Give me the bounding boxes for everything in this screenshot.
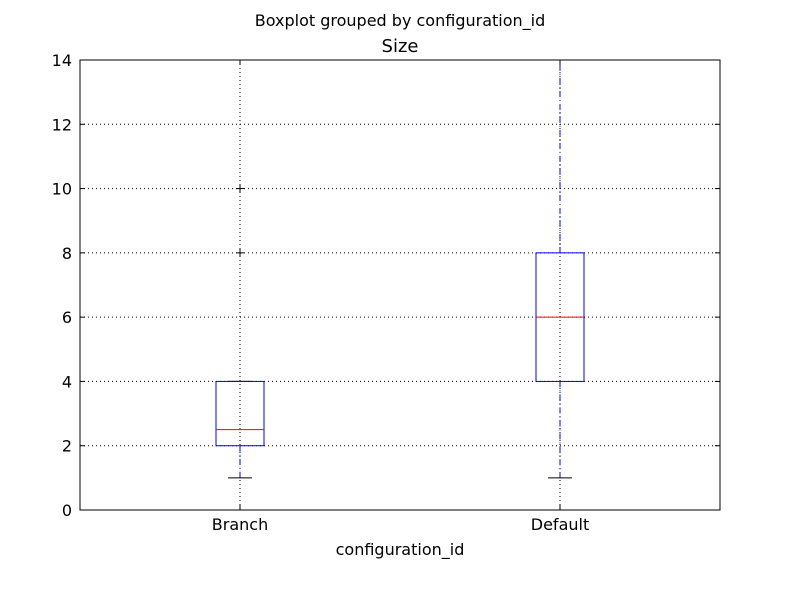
x-axis-label: configuration_id <box>336 540 465 560</box>
outlier-marker <box>236 248 244 257</box>
ticks-layer: 0 2 4 6 8 10 12 14 Branch Default <box>52 51 720 534</box>
grid-lines <box>80 60 720 510</box>
y-tick-label: 12 <box>52 115 72 134</box>
x-tick-label: Branch <box>212 515 268 534</box>
chart-title: Size <box>382 36 419 57</box>
box <box>215 380 265 447</box>
y-tick-label: 4 <box>62 372 72 391</box>
plot-area-frame <box>79 59 721 511</box>
y-tick-label: 0 <box>62 501 72 520</box>
y-tick-label: 6 <box>62 308 72 327</box>
chart-suptitle: Boxplot grouped by configuration_id <box>255 11 546 31</box>
boxes-layer <box>215 59 585 479</box>
y-tick-label: 14 <box>52 51 72 70</box>
y-tick-label: 10 <box>52 180 72 199</box>
outlier-marker <box>236 184 244 193</box>
y-tick-label: 2 <box>62 437 72 456</box>
x-tick-label: Default <box>531 515 589 534</box>
y-tick-label: 8 <box>62 244 72 263</box>
